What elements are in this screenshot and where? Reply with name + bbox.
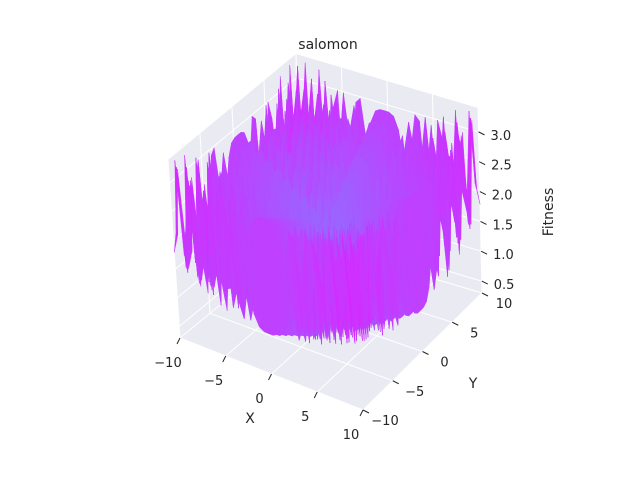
y-axis-label: Y [468,376,478,392]
z-tick-mark [480,220,487,225]
x-tick-mark [176,337,181,345]
y-tick-mark [392,380,399,385]
z-tick-mark [478,161,486,166]
x-tick-mark [359,409,364,417]
y-tick-label: 0 [440,356,448,371]
y-tick-label: −5 [405,385,424,400]
z-tick-label: 2.5 [491,159,512,174]
y-tick-label: −10 [371,414,398,429]
z-tick-mark [478,131,485,136]
x-tick-label: −10 [154,356,181,371]
x-tick-label: 0 [255,392,263,407]
z-tick-label: 3.0 [491,129,512,144]
y-tick-mark [452,321,459,326]
z-tick-label: 2.0 [492,189,513,204]
x-tick-label: −5 [204,374,223,389]
surface-mesh [174,62,481,345]
z-tick-mark [480,250,488,255]
z-tick-mark [479,191,487,195]
y-tick-mark [422,351,429,355]
x-tick-label: 5 [301,410,309,425]
x-tick-label: 10 [343,428,360,443]
gridline-z [169,77,479,184]
y-tick-label: 5 [470,326,478,341]
z-tick-label: 1.0 [493,248,514,263]
y-tick-mark [481,292,489,297]
y-tick-label: 10 [496,297,513,312]
x-tick-mark [313,391,318,399]
chart-title: salomon [298,37,357,53]
z-tick-label: 0.5 [494,278,515,293]
x-axis-label: X [245,411,255,427]
x-tick-mark [222,355,227,363]
y-tick-mark [362,409,370,414]
z-tick-mark [481,280,488,285]
surface-patch [349,235,360,325]
z-axis-label: Fitness [541,188,557,237]
x-tick-mark [268,373,272,381]
z-tick-label: 1.5 [492,218,513,233]
